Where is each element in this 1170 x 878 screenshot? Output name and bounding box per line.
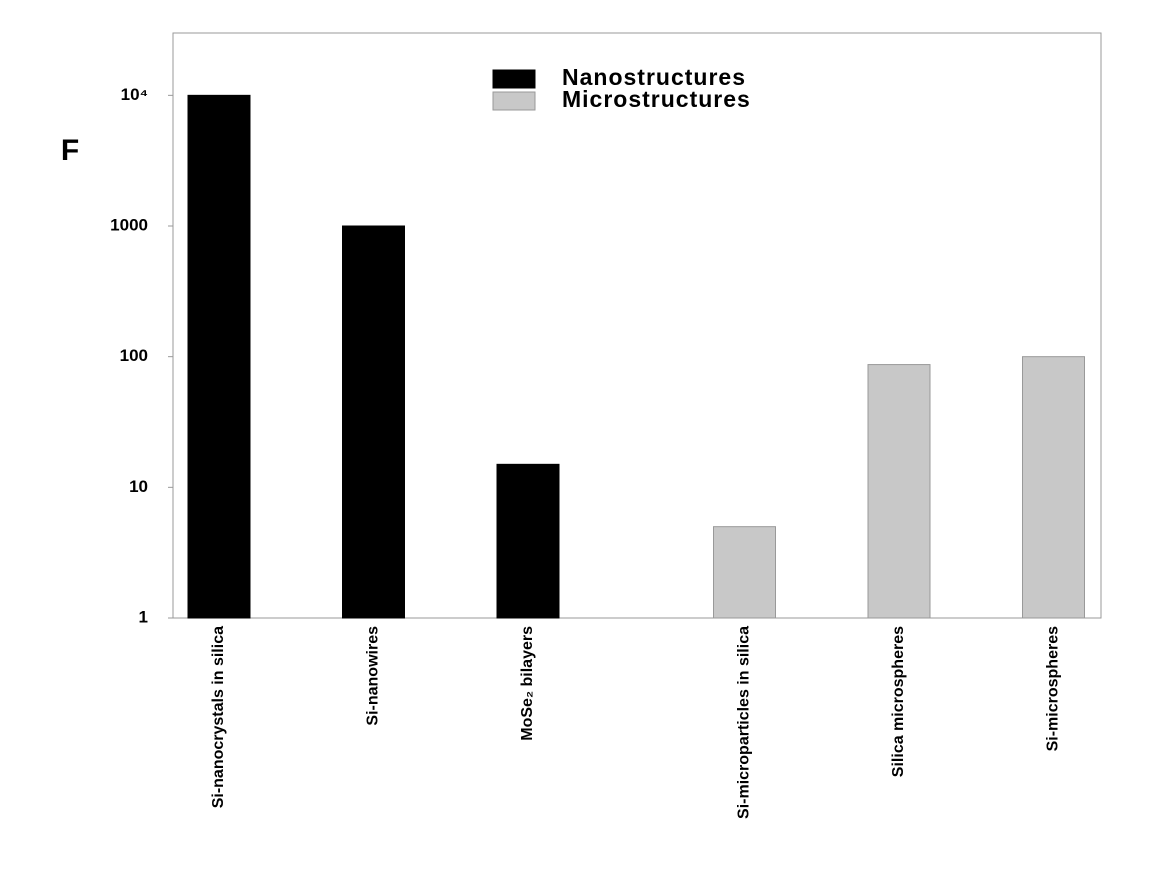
x-tick-label: Si-microspheres [1045,626,1062,751]
y-tick-label: 1 [139,607,148,626]
bar [867,364,931,619]
y-tick-label: 1000 [110,215,148,234]
x-tick-label: MoSe₂ bilayers [519,626,536,741]
legend-label: Nanostructures [562,64,746,90]
bar [496,463,560,619]
x-tick-label: Si-nanocrystals in silica [210,626,227,808]
y-axis-label: F [61,134,79,167]
x-tick-label: Si-microparticles in silica [736,626,753,819]
x-tick-label: Si-nanowires [365,626,382,726]
y-tick-label: 100 [120,346,148,365]
bar [1022,356,1085,619]
legend-label: Microstructures [562,86,751,112]
legend-swatch [492,91,536,111]
bar [342,225,405,619]
x-tick-label: Silica microspheres [890,626,907,777]
legend-swatch [492,69,536,89]
y-tick-label: 10 [129,477,148,496]
y-tick-label: 10⁴ [121,85,148,104]
plot-frame [172,32,1102,619]
bar [713,526,776,619]
bar [187,94,251,619]
